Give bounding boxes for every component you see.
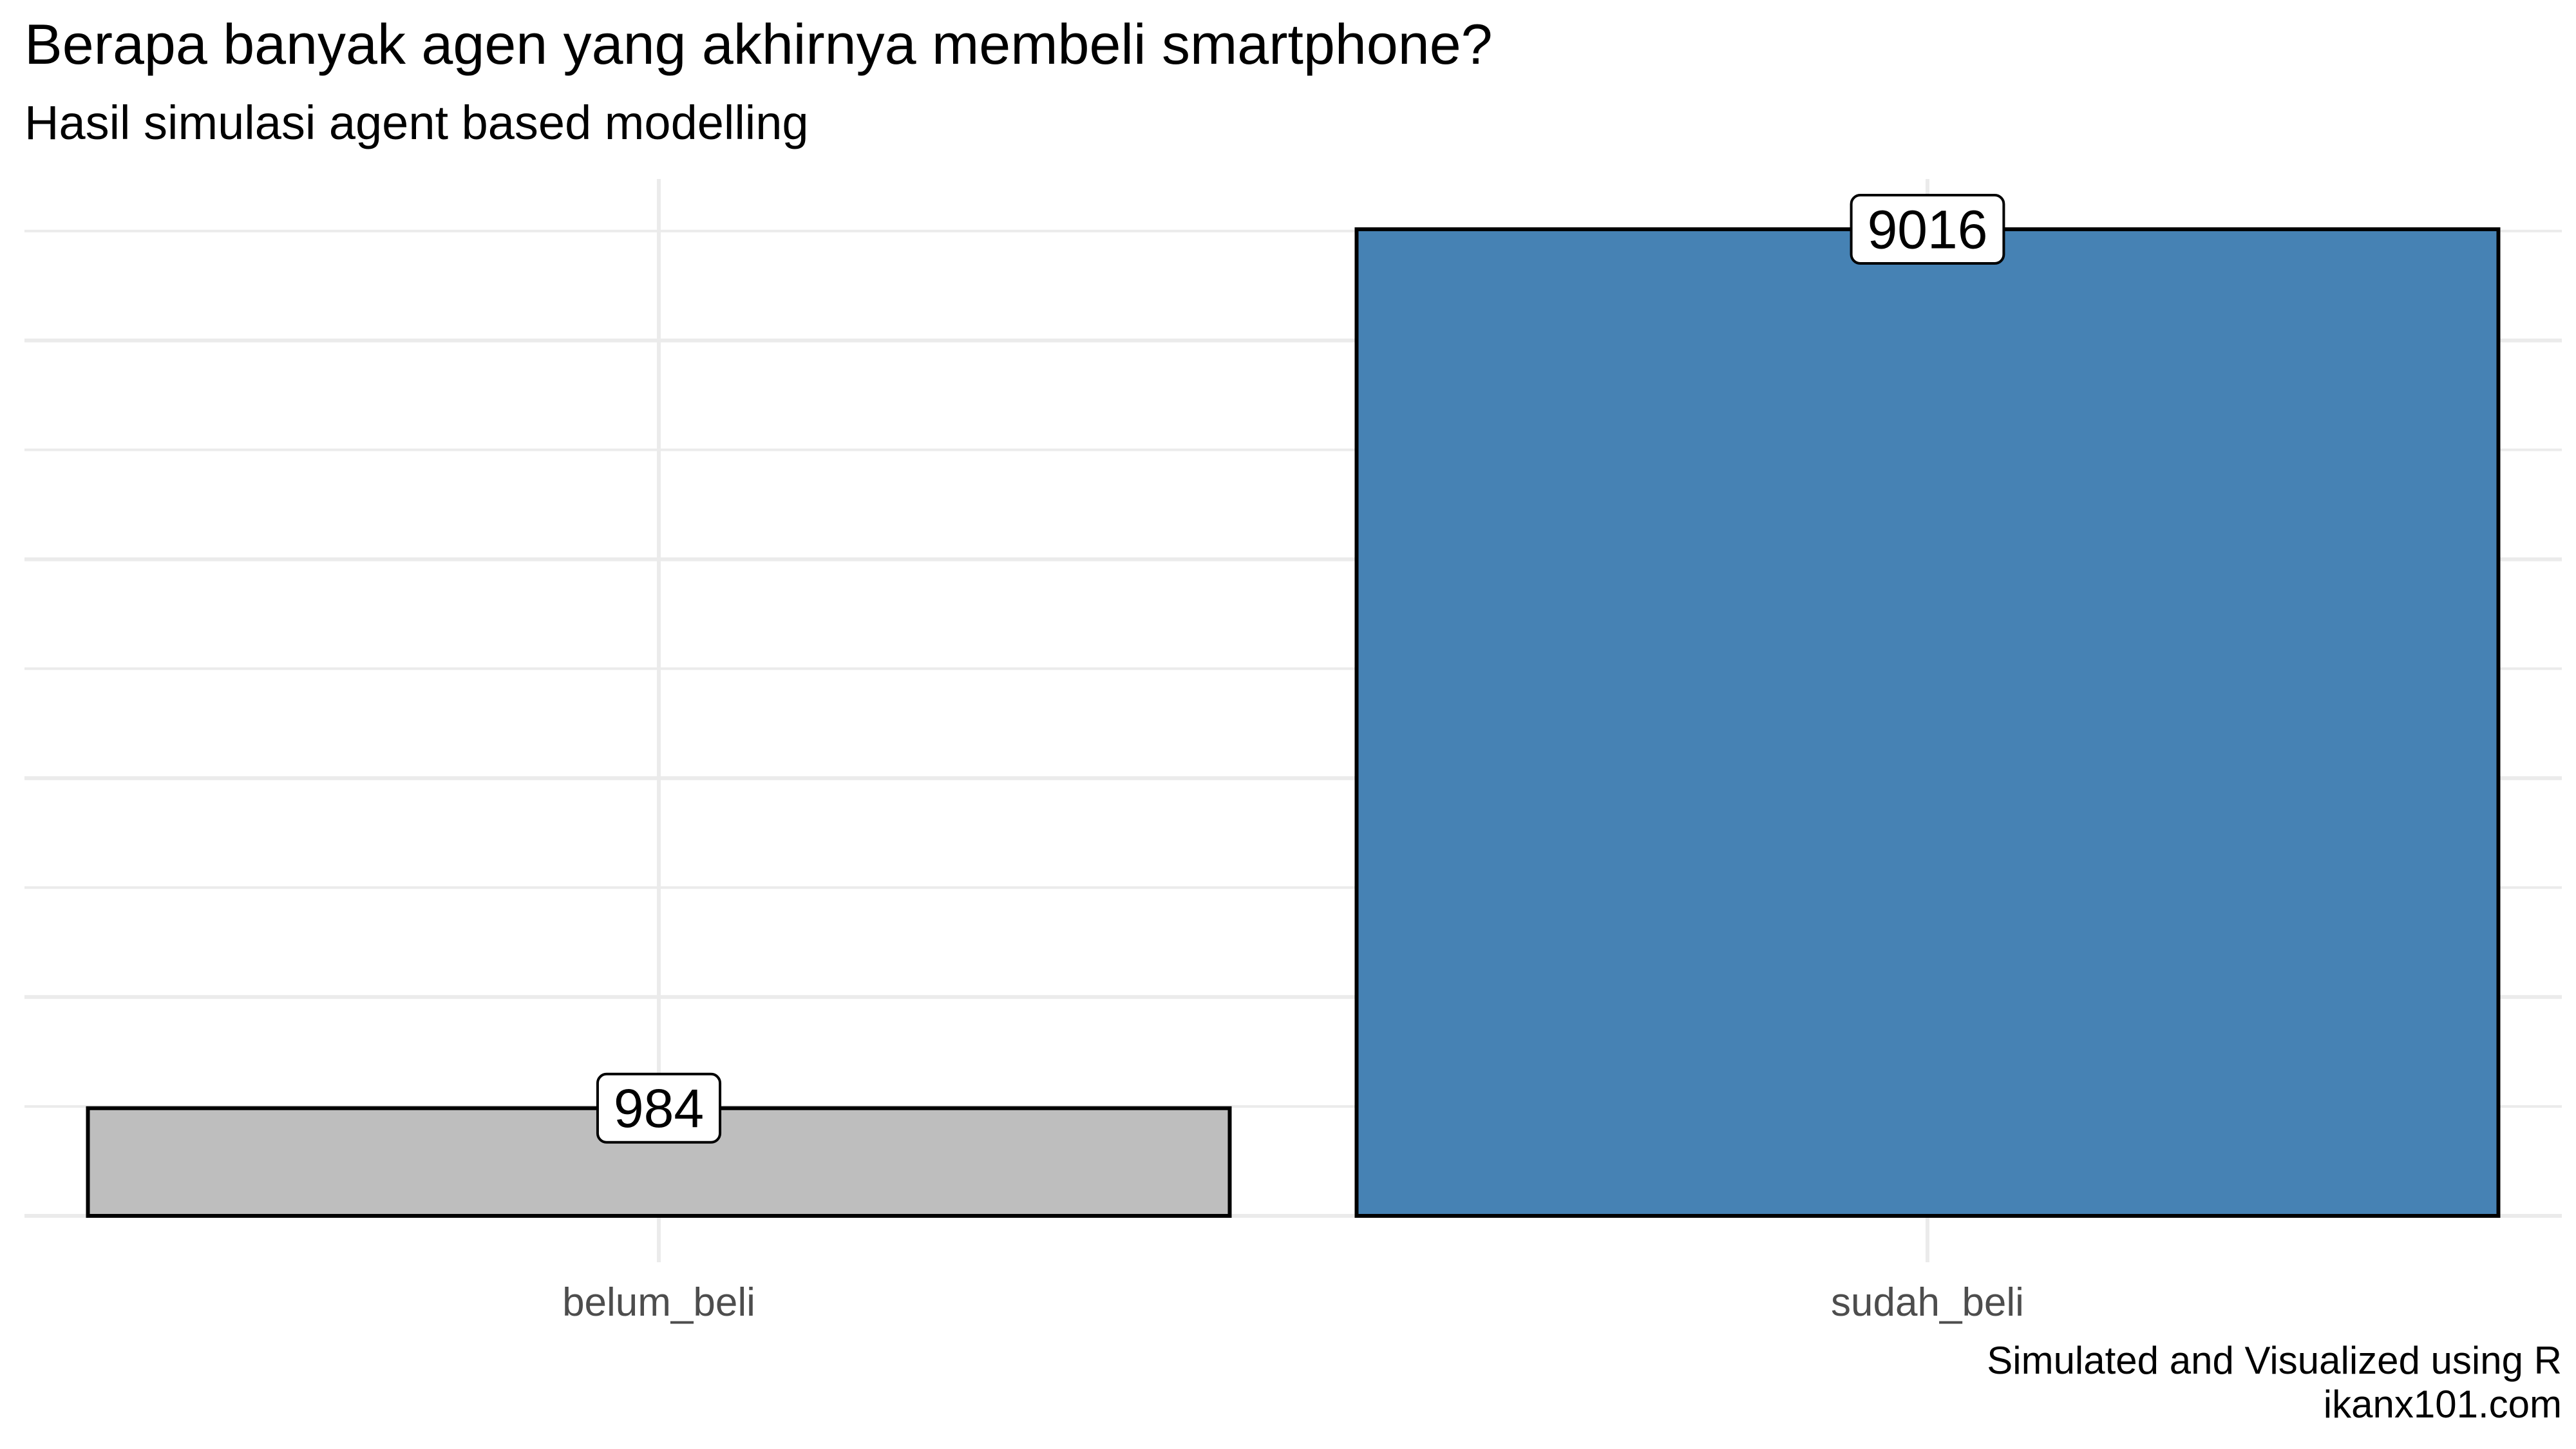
- data-label-text: 9016: [1868, 199, 1988, 260]
- bars: [86, 227, 2501, 1218]
- chart-title: Berapa banyak agen yang akhirnya membeli…: [24, 12, 1493, 76]
- caption-line: ikanx101.com: [2323, 1383, 2562, 1426]
- data-label-text: 984: [614, 1078, 704, 1139]
- data-label-box: [596, 1072, 722, 1144]
- caption-line: Simulated and Visualized using R: [1987, 1339, 2562, 1382]
- data-labels: 984 9016: [596, 194, 2005, 1144]
- chart-subtitle: Hasil simulasi agent based modelling: [24, 96, 809, 149]
- x-tick-label: belum_beli: [562, 1280, 755, 1325]
- data-label: 9016: [1850, 194, 2005, 265]
- x-axis-ticks: belum_beli sudah_beli: [562, 1280, 2024, 1325]
- bar-sudah_beli: [1354, 227, 2501, 1218]
- data-label: 984: [596, 1072, 722, 1144]
- data-label-box: [1850, 194, 2005, 265]
- x-tick-label: sudah_beli: [1831, 1280, 2024, 1325]
